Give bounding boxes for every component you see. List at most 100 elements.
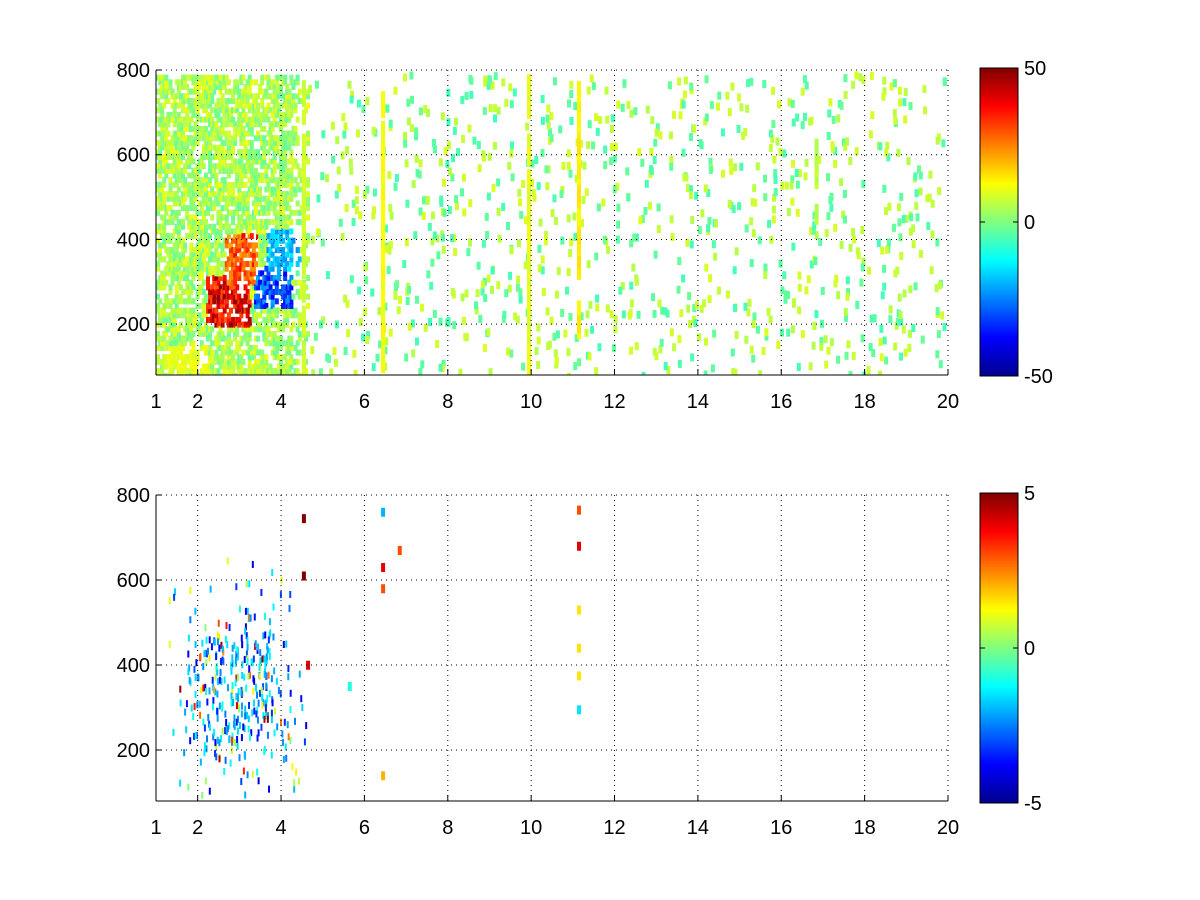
heatmap-cell bbox=[158, 344, 163, 351]
heatmap-cell bbox=[672, 343, 677, 352]
heatmap-cell bbox=[231, 181, 236, 188]
heatmap-cell bbox=[552, 77, 557, 86]
heatmap-cell bbox=[264, 219, 269, 226]
x-tick-label: 14 bbox=[687, 391, 709, 413]
heatmap-cell bbox=[210, 200, 215, 207]
x-tick-label: 20 bbox=[937, 391, 959, 413]
heatmap-cell bbox=[237, 705, 240, 713]
heatmap-cell bbox=[262, 275, 267, 282]
heatmap-cell bbox=[197, 200, 202, 207]
heatmap-cell bbox=[253, 312, 258, 319]
heatmap-cell bbox=[216, 256, 221, 263]
heatmap-cell bbox=[187, 191, 192, 198]
heatmap-cell bbox=[162, 83, 167, 90]
heatmap-cell bbox=[283, 298, 288, 305]
heatmap-cell bbox=[208, 289, 213, 296]
heatmap-cell bbox=[737, 93, 742, 102]
heatmap-cell bbox=[187, 330, 192, 337]
heatmap-cell bbox=[160, 139, 165, 146]
heatmap-cell bbox=[274, 312, 279, 319]
heatmap-cell bbox=[272, 633, 275, 641]
heatmap-cell bbox=[243, 83, 248, 90]
heatmap-cell bbox=[258, 261, 263, 268]
heatmap-cell bbox=[203, 83, 208, 90]
heatmap-cell bbox=[588, 301, 593, 310]
heatmap-cell bbox=[221, 727, 224, 735]
heatmap-cell bbox=[258, 228, 263, 235]
heatmap-cell bbox=[176, 135, 181, 142]
heatmap-cell bbox=[187, 270, 192, 277]
heatmap-cell bbox=[206, 88, 211, 95]
heatmap-cell bbox=[210, 228, 215, 235]
heatmap-cell bbox=[215, 753, 218, 761]
heatmap-cell bbox=[174, 247, 179, 254]
heatmap-cell bbox=[351, 199, 356, 208]
heatmap-cell bbox=[216, 690, 219, 698]
heatmap-cell bbox=[160, 125, 165, 132]
heatmap-cell bbox=[156, 228, 160, 235]
heatmap-cell bbox=[295, 340, 300, 347]
heatmap-cell bbox=[253, 707, 256, 715]
heatmap-cell bbox=[243, 139, 248, 146]
heatmap-cell bbox=[187, 125, 192, 132]
heatmap-cell bbox=[249, 326, 254, 333]
heatmap-cell bbox=[486, 81, 491, 90]
heatmap-cell bbox=[211, 676, 214, 684]
heatmap-streak-cell bbox=[301, 264, 306, 280]
heatmap-cell bbox=[287, 111, 292, 118]
heatmap-cell bbox=[235, 130, 240, 137]
heatmap-cell bbox=[172, 363, 177, 370]
heatmap-cell bbox=[168, 358, 173, 365]
heatmap-cell bbox=[260, 723, 263, 731]
heatmap-cell bbox=[248, 733, 251, 741]
heatmap-cell bbox=[268, 79, 273, 86]
heatmap-cell bbox=[203, 228, 208, 235]
heatmap-cell bbox=[370, 288, 375, 297]
heatmap-cell bbox=[220, 330, 225, 337]
heatmap-cell bbox=[168, 144, 173, 151]
heatmap-cell bbox=[203, 153, 208, 160]
heatmap-cell bbox=[220, 191, 225, 198]
heatmap-cell bbox=[206, 326, 211, 333]
heatmap-cell bbox=[158, 130, 163, 137]
heatmap-cell bbox=[436, 251, 441, 260]
heatmap-cell bbox=[264, 661, 267, 669]
heatmap-cell bbox=[174, 261, 179, 268]
heatmap-cell bbox=[287, 205, 292, 212]
heatmap-cell bbox=[249, 144, 254, 151]
heatmap-cell bbox=[212, 79, 217, 86]
heatmap-cell bbox=[233, 247, 238, 254]
heatmap-cell bbox=[257, 777, 260, 785]
heatmap-cell bbox=[203, 195, 208, 202]
heatmap-cell bbox=[264, 177, 269, 184]
heatmap-cell bbox=[245, 580, 248, 588]
heatmap-streak-cell bbox=[577, 81, 582, 97]
heatmap-cell bbox=[656, 225, 661, 234]
heatmap-cell bbox=[193, 121, 198, 128]
heatmap-cell bbox=[285, 205, 290, 212]
heatmap-cell bbox=[199, 758, 202, 766]
heatmap-cell bbox=[220, 125, 225, 132]
heatmap-cell bbox=[278, 363, 283, 370]
heatmap-cell bbox=[156, 200, 160, 207]
heatmap-cell bbox=[193, 732, 196, 740]
heatmap-cell bbox=[338, 218, 343, 227]
heatmap-cell bbox=[245, 632, 248, 640]
heatmap-cell bbox=[509, 149, 514, 158]
heatmap-cell bbox=[238, 605, 241, 613]
heatmap-cell bbox=[245, 293, 250, 300]
heatmap-cell bbox=[224, 284, 229, 291]
heatmap-cell bbox=[306, 181, 311, 188]
heatmap-cell bbox=[199, 97, 204, 104]
heatmap-cell bbox=[264, 279, 269, 286]
heatmap-cell bbox=[178, 270, 183, 277]
heatmap-cell bbox=[176, 83, 181, 90]
heatmap-cell bbox=[438, 317, 443, 326]
heatmap-cell bbox=[214, 270, 219, 277]
heatmap-cell bbox=[218, 181, 223, 188]
heatmap-cell bbox=[249, 186, 254, 193]
heatmap-cell bbox=[239, 79, 244, 86]
heatmap-cell bbox=[598, 116, 603, 125]
heatmap-cell bbox=[214, 195, 219, 202]
heatmap-cell bbox=[898, 233, 903, 242]
